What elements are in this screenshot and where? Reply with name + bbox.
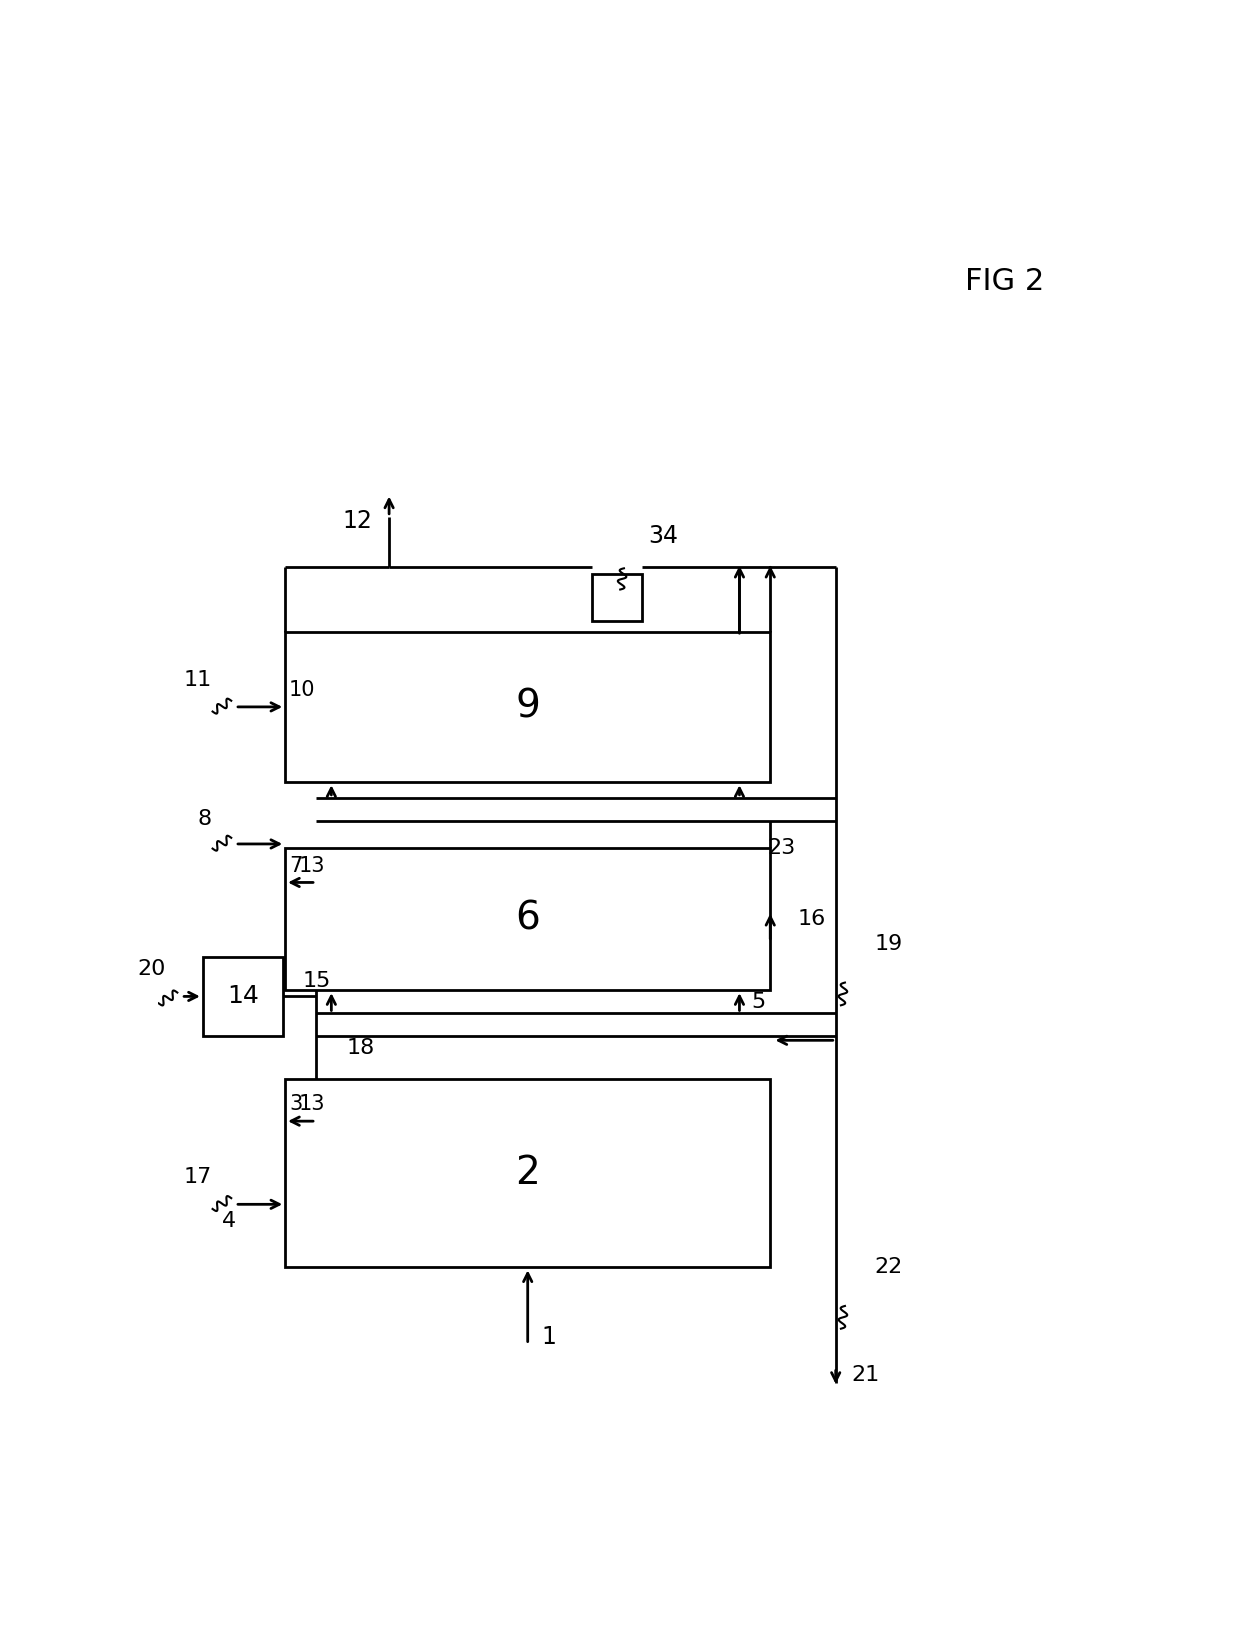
Text: 9: 9	[516, 688, 541, 726]
Text: 10: 10	[289, 680, 315, 700]
Bar	[203, 958, 283, 1037]
Text: 22: 22	[874, 1257, 903, 1278]
Text: 7: 7	[289, 856, 303, 876]
Bar	[285, 633, 770, 782]
Text: 12: 12	[342, 509, 372, 532]
Text: 15: 15	[303, 971, 331, 991]
Text: 17: 17	[184, 1168, 212, 1188]
Text: 19: 19	[874, 935, 903, 955]
Text: 34: 34	[649, 524, 678, 549]
Text: 5: 5	[751, 992, 766, 1012]
Text: 3: 3	[289, 1094, 303, 1114]
Text: 2: 2	[516, 1153, 541, 1191]
Text: 8: 8	[197, 810, 211, 830]
Text: 13: 13	[299, 856, 325, 876]
Text: 18: 18	[347, 1038, 374, 1058]
Text: 11: 11	[184, 670, 212, 690]
Text: 16: 16	[797, 909, 826, 928]
Bar	[285, 1079, 770, 1267]
Text: 6: 6	[516, 900, 541, 938]
Text: 14: 14	[227, 984, 259, 1009]
Text: FIG 2: FIG 2	[966, 268, 1045, 296]
Text: 21: 21	[851, 1365, 879, 1385]
Text: 1: 1	[542, 1324, 557, 1349]
Text: 13: 13	[299, 1094, 325, 1114]
Bar	[285, 848, 770, 991]
Text: 23: 23	[768, 838, 796, 858]
Bar	[591, 575, 641, 621]
Text: 20: 20	[138, 960, 166, 979]
Text: 4: 4	[222, 1211, 236, 1231]
